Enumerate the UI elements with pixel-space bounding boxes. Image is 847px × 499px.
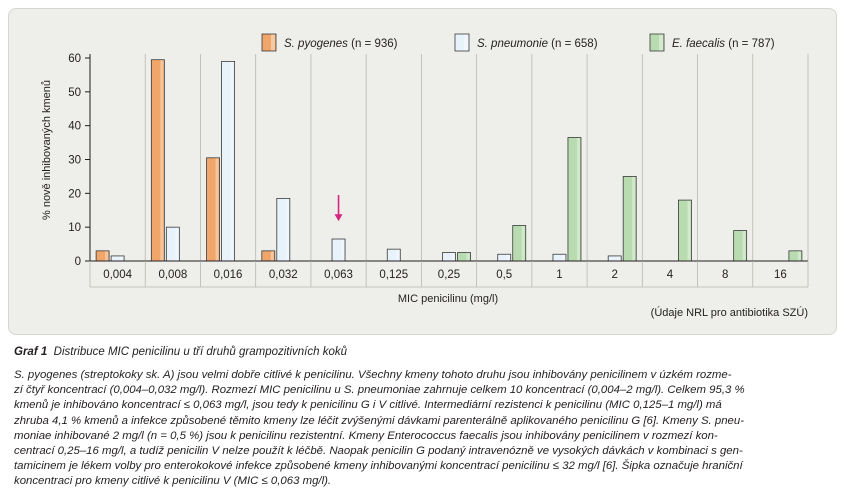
body-line: zí čtyř koncentrací (0,004–0,032 mg/l). … (14, 384, 745, 397)
legend-label: E. faecalis (n = 787) (672, 38, 775, 50)
legend-label: S. pneumonie (n = 658) (477, 38, 598, 50)
breakpoint-arrow-head (334, 214, 343, 222)
legend-series-count: (n = 936) (351, 38, 398, 50)
bar-highlight (451, 253, 455, 261)
mic-distribution-chart: 0 10 20 30 40 50 60 0,004 0,008 0,016 0,032 0,063 0,… (41, 33, 809, 319)
figure-panel (8, 8, 837, 335)
legend-item: S. pneumonie (n = 658) (454, 33, 598, 52)
body-line: kmenů je inhibováno koncentrací ≤ 0,063 … (14, 399, 722, 412)
caption-text: Distribuce MIC penicilinu u tří druhů gr… (53, 346, 348, 358)
legend-series-name: S. pneumonie (477, 38, 551, 50)
bar-highlight (105, 251, 109, 261)
bar-highlight (561, 254, 565, 261)
x-tick-label: 0,125 (379, 269, 408, 281)
bar-highlight (506, 254, 510, 261)
bar-highlight (120, 256, 124, 261)
y-tick-label: 20 (68, 188, 81, 200)
bar-highlight (285, 198, 289, 261)
bars-layer (95, 59, 803, 262)
x-tick-label: 0,032 (269, 269, 298, 281)
x-tick-label: 0,063 (324, 269, 353, 281)
legend-swatch-highlight (271, 34, 275, 51)
legend: S. pyogenes (n = 936) S. pneumonie (n = 6… (261, 33, 775, 52)
x-axis-label: MIC penicilinu (mg/l) (398, 293, 498, 305)
x-tick-label: 0,25 (438, 269, 460, 281)
y-tick-label: 40 (68, 121, 81, 133)
x-tick-label: 1 (556, 269, 562, 281)
bar-highlight (396, 249, 400, 261)
x-tick-label: 4 (667, 269, 674, 281)
legend-series-count: (n = 658) (551, 38, 598, 50)
bar-highlight (576, 138, 580, 261)
caption-label: Graf 1 (14, 346, 48, 358)
legend-series-name: E. faecalis (672, 38, 728, 50)
legend-label: S. pyogenes (n = 936) (284, 38, 398, 50)
bar-highlight (742, 231, 746, 261)
y-tick-label: 50 (68, 87, 81, 99)
bar-highlight (797, 251, 801, 261)
x-tick-label: 0,008 (158, 269, 187, 281)
x-tick-label: 0,5 (496, 269, 512, 281)
x-tick-label: 0,004 (103, 269, 132, 281)
body-line: moniae inhibované 2 mg/l (n = 0,5 %) jso… (14, 429, 718, 442)
bar-highlight (521, 225, 525, 261)
body-line: zhruba 4,1 % kmenů a infekce způsobené t… (14, 414, 745, 427)
y-tick-label: 30 (68, 155, 81, 167)
source-note: (Údaje NRL pro antibiotika SZÚ) (651, 306, 808, 319)
figure-caption: Graf 1 Distribuce MIC penicilinu u tří d… (14, 346, 834, 358)
bar-highlight (230, 61, 234, 261)
body-line: S. pyogenes (streptokoky sk. A) jsou vel… (14, 369, 732, 381)
x-tick-label: 16 (774, 269, 787, 281)
bar-highlight (215, 158, 219, 261)
y-axis-label: % nově inhibovaných kmenů (41, 80, 53, 220)
legend-series-count: (n = 787) (728, 38, 775, 50)
x-tick-label: 8 (722, 269, 728, 281)
body-line: tamicinem je lékem volby pro enterokokov… (14, 460, 743, 473)
bar-highlight (632, 176, 636, 261)
x-tick-label: 0,016 (214, 269, 243, 281)
legend-item: E. faecalis (n = 787) (649, 33, 775, 52)
bar-highlight (270, 251, 274, 261)
legend-swatch (261, 33, 277, 52)
bar-highlight (617, 256, 621, 261)
bar-highlight (160, 60, 164, 261)
axes-layer: 0 10 20 30 40 50 60 0,004 0,008 0,016 0,032 0,063 0,… (68, 53, 809, 288)
y-tick-label: 10 (68, 222, 81, 234)
bar-highlight (687, 200, 691, 261)
legend-swatch-highlight (464, 34, 468, 51)
legend-swatch-highlight (659, 34, 663, 51)
description-text: S. pyogenes (streptokoky sk. A) jsou vel… (14, 368, 832, 490)
legend-swatch (649, 33, 665, 52)
y-tick-label: 60 (68, 53, 81, 65)
x-tick-label: 2 (611, 269, 617, 281)
legend-swatch (454, 33, 470, 52)
bar-highlight (466, 253, 470, 261)
grid-layer (89, 54, 809, 261)
body-line: centrací 0,25–16 mg/l, a tudíž penicilin… (14, 445, 743, 458)
legend-series-name: S. pyogenes (284, 38, 351, 50)
legend-item: S. pyogenes (n = 936) (261, 33, 398, 52)
body-line: koncentraci pro kmeny citlivé k penicili… (14, 475, 332, 488)
y-tick-label: 0 (75, 256, 81, 268)
bar-highlight (341, 239, 345, 261)
bar-highlight (175, 227, 179, 261)
